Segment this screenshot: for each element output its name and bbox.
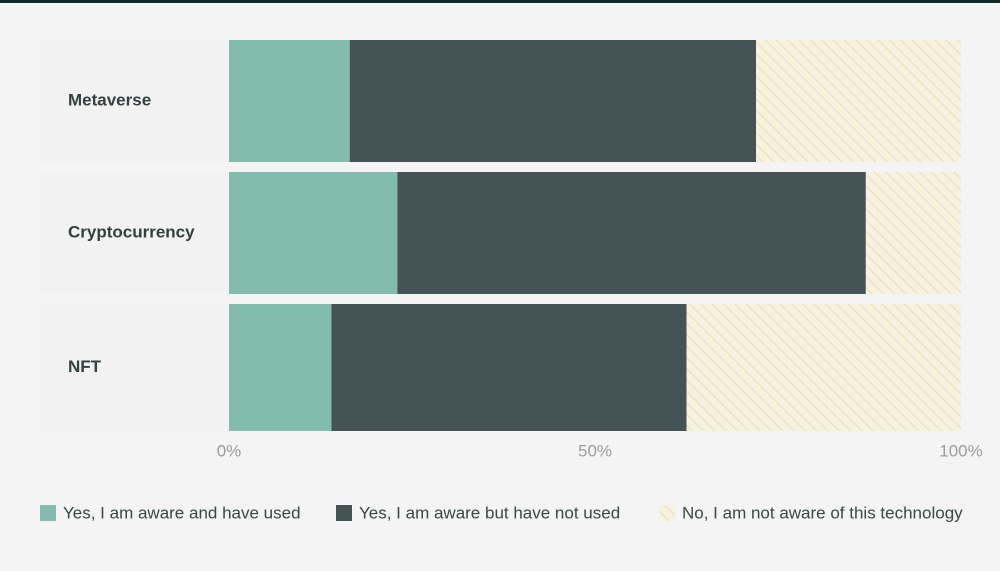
bar-segment (229, 172, 398, 294)
label-panel (40, 40, 229, 162)
category-label: Cryptocurrency (68, 222, 195, 241)
legend-label: No, I am not aware of this technology (682, 503, 963, 522)
legend-swatch (659, 505, 675, 521)
legend-swatch (336, 505, 352, 521)
category-label: NFT (68, 357, 102, 376)
x-tick-label: 100% (939, 441, 982, 460)
label-panel (40, 172, 229, 294)
bar-segment (397, 172, 866, 294)
bar-segment (756, 40, 961, 162)
bar-segment (686, 304, 961, 431)
bar-segment (865, 172, 961, 294)
bar-segment (349, 40, 757, 162)
top-border (0, 0, 1000, 3)
x-tick-label: 50% (578, 441, 612, 460)
legend-label: Yes, I am aware but have not used (359, 503, 620, 522)
bar-segment (229, 40, 350, 162)
x-tick-label: 0% (217, 441, 242, 460)
category-label: Metaverse (68, 90, 151, 109)
legend-label: Yes, I am aware and have used (63, 503, 301, 522)
bar-segment (229, 304, 332, 431)
bar-segment (331, 304, 687, 431)
legend-swatch (40, 505, 56, 521)
label-panel (40, 304, 229, 431)
